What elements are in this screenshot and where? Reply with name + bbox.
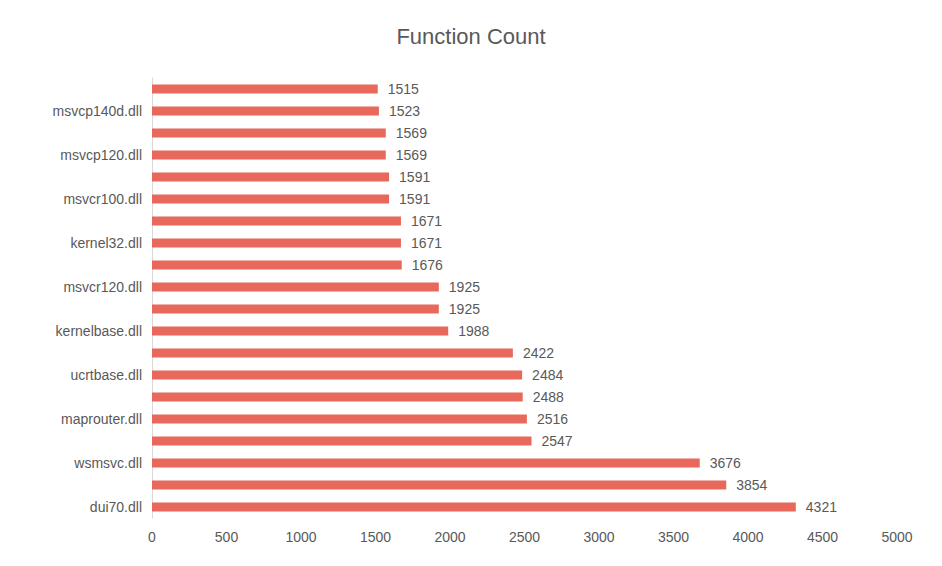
svg-text:1000: 1000	[285, 529, 316, 545]
svg-text:kernelbase.dll: kernelbase.dll	[56, 323, 142, 339]
svg-text:1591: 1591	[399, 191, 430, 207]
svg-text:500: 500	[215, 529, 239, 545]
svg-text:3000: 3000	[583, 529, 614, 545]
svg-text:1523: 1523	[389, 103, 420, 119]
svg-text:1988: 1988	[458, 323, 489, 339]
svg-text:4000: 4000	[732, 529, 763, 545]
svg-text:1676: 1676	[412, 257, 443, 273]
svg-text:msvcr100.dll: msvcr100.dll	[63, 191, 142, 207]
svg-text:2516: 2516	[537, 411, 568, 427]
svg-text:Function Count: Function Count	[396, 24, 545, 49]
svg-text:3500: 3500	[658, 529, 689, 545]
svg-text:ucrtbase.dll: ucrtbase.dll	[70, 367, 142, 383]
svg-text:dui70.dll: dui70.dll	[90, 499, 142, 515]
svg-text:0: 0	[148, 529, 156, 545]
svg-text:2547: 2547	[542, 433, 573, 449]
svg-text:2422: 2422	[523, 345, 554, 361]
svg-text:3854: 3854	[736, 477, 767, 493]
svg-text:4321: 4321	[806, 499, 837, 515]
svg-text:msvcp120.dll: msvcp120.dll	[60, 147, 142, 163]
svg-text:5000: 5000	[881, 529, 912, 545]
svg-text:maprouter.dll: maprouter.dll	[61, 411, 142, 427]
svg-text:msvcr120.dll: msvcr120.dll	[63, 279, 142, 295]
svg-text:kernel32.dll: kernel32.dll	[70, 235, 142, 251]
svg-text:4500: 4500	[807, 529, 838, 545]
svg-text:1925: 1925	[449, 279, 480, 295]
svg-text:wsmsvc.dll: wsmsvc.dll	[73, 455, 142, 471]
svg-text:2000: 2000	[434, 529, 465, 545]
svg-text:2484: 2484	[532, 367, 563, 383]
svg-text:1671: 1671	[411, 213, 442, 229]
svg-text:1569: 1569	[396, 147, 427, 163]
svg-text:2488: 2488	[533, 389, 564, 405]
svg-text:3676: 3676	[710, 455, 741, 471]
svg-text:1671: 1671	[411, 235, 442, 251]
svg-text:1569: 1569	[396, 125, 427, 141]
svg-text:1591: 1591	[399, 169, 430, 185]
svg-text:msvcp140d.dll: msvcp140d.dll	[53, 103, 143, 119]
svg-text:1925: 1925	[449, 301, 480, 317]
svg-text:1515: 1515	[388, 81, 419, 97]
svg-text:2500: 2500	[509, 529, 540, 545]
svg-text:1500: 1500	[360, 529, 391, 545]
